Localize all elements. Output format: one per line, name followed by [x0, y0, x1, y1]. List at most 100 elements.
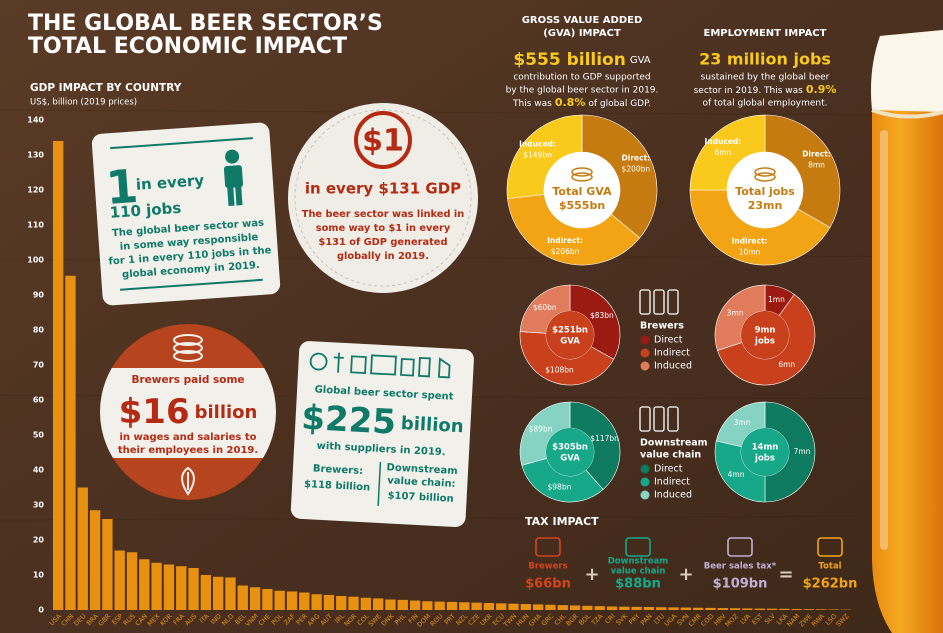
- bar: [582, 606, 592, 610]
- bar: [164, 565, 174, 611]
- bar: [238, 586, 248, 611]
- slice-value: 6mn: [715, 148, 732, 157]
- section-heading: GROSS VALUE ADDED: [522, 15, 643, 26]
- slice-category: Induced:: [519, 139, 556, 148]
- bar: [78, 488, 88, 611]
- y-tick-label: 130: [27, 151, 44, 160]
- bar: [361, 598, 371, 610]
- gdp-body: some way to $1 in every: [316, 223, 451, 234]
- slice-value: 1mn: [768, 295, 785, 304]
- bar: [619, 607, 629, 610]
- legend-swatch: [641, 362, 650, 371]
- bar: [718, 608, 728, 610]
- slice-category: Indirect:: [732, 236, 768, 245]
- legend-swatch: [641, 491, 650, 500]
- bar: [595, 606, 605, 610]
- beer-glass: [871, 30, 943, 633]
- y-tick-label: 90: [33, 291, 45, 300]
- wages-callout: Brewers paid some $16billion in wages an…: [100, 324, 276, 500]
- slice-value: 8mn: [808, 160, 825, 169]
- employment-share-text: sector in 2019. This was: [694, 86, 804, 96]
- employment-body: of total global employment.: [702, 99, 827, 109]
- bar: [311, 594, 321, 610]
- donut-center-text: GVA: [560, 454, 580, 464]
- bar: [176, 566, 186, 610]
- gdp-badge: $1: [362, 124, 404, 159]
- slice-category: Direct:: [802, 149, 831, 158]
- slice-value: $206bn: [551, 247, 580, 256]
- legend-swatch: [641, 465, 650, 474]
- gva-body: contribution to GDP supported: [513, 73, 650, 83]
- y-tick-label: 50: [33, 431, 45, 440]
- bar: [570, 605, 580, 610]
- tax-title: TAX IMPACT: [525, 515, 599, 528]
- bar: [213, 577, 223, 610]
- gva-share-text: This was: [512, 99, 552, 109]
- bar: [250, 587, 260, 610]
- slice-value: 3mn: [727, 308, 744, 317]
- slice-category: Direct:: [622, 154, 651, 163]
- slice-value: $60bn: [533, 303, 557, 312]
- bar: [828, 609, 838, 610]
- title: TOTAL ECONOMIC IMPACT: [28, 34, 347, 59]
- bar: [484, 603, 494, 610]
- legend-label: Indirect: [654, 348, 690, 359]
- gva-share: 0.8%: [555, 96, 586, 109]
- y-tick-label: 30: [33, 501, 45, 510]
- bar: [53, 141, 63, 610]
- bar: [287, 591, 297, 610]
- legend-swatch: [641, 478, 650, 487]
- bar: [398, 600, 408, 610]
- gva-share-text: of global GDP.: [588, 99, 651, 109]
- slice-category: Indirect:: [547, 236, 583, 245]
- employment-share: 0.9%: [806, 83, 837, 96]
- slice-value: 7mn: [794, 447, 811, 456]
- gva-body: by the global beer sector in 2019.: [506, 86, 659, 96]
- legend-label: Direct: [654, 464, 683, 475]
- gdp-body: $131 of GDP generated: [319, 237, 448, 248]
- tax-operator: =: [778, 564, 793, 585]
- y-tick-label: 140: [27, 116, 44, 125]
- bar: [730, 608, 740, 610]
- bar: [115, 551, 125, 611]
- tax-value: $262bn: [803, 577, 858, 592]
- donut-center-text: 14mn: [752, 443, 779, 453]
- infographic: THE GLOBAL BEER SECTOR’S TOTAL ECONOMIC …: [0, 0, 943, 633]
- legend-label: Indirect: [654, 477, 690, 488]
- bar: [681, 608, 691, 610]
- jobs-callout: 1 in every 110 jobs The global beer sect…: [91, 122, 281, 306]
- gdp-body: The beer sector was linked in: [302, 209, 464, 220]
- bar: [410, 601, 420, 610]
- donut-center-text: Total jobs: [735, 185, 795, 198]
- legend-swatch: [641, 349, 650, 358]
- tax-label: Downstream: [608, 557, 669, 567]
- y-tick-label: 100: [27, 256, 44, 265]
- legend-label: Induced: [654, 361, 692, 372]
- donut-center-text: $305bn: [552, 443, 588, 453]
- bar: [447, 602, 457, 610]
- donut-center-text: 23mn: [748, 199, 783, 212]
- decoration: [880, 130, 888, 550]
- y-tick-label: 80: [33, 326, 45, 335]
- bar: [508, 604, 518, 610]
- bar: [471, 603, 481, 610]
- decoration: [224, 165, 243, 188]
- tax-value: $109bn: [713, 577, 768, 592]
- bar: [693, 608, 703, 610]
- tax-value: $66bn: [525, 577, 571, 592]
- bar: [631, 607, 641, 610]
- tax-label: Brewers: [528, 562, 567, 572]
- employment-share: sector in 2019. This was0.9%: [694, 83, 837, 96]
- slice-category: Induced:: [705, 137, 742, 146]
- legend-swatch: [641, 336, 650, 345]
- y-tick-label: 10: [33, 571, 45, 580]
- chart-title: GDP IMPACT BY COUNTRY: [30, 82, 182, 94]
- slice-value: $98bn: [548, 482, 572, 491]
- bar: [668, 607, 678, 610]
- bar: [656, 607, 666, 610]
- employment-body: sustained by the global beer: [701, 73, 830, 83]
- donut-center-text: Total GVA: [552, 185, 612, 198]
- slice-value: 3mn: [734, 418, 751, 427]
- section-heading: (GVA) IMPACT: [543, 28, 621, 39]
